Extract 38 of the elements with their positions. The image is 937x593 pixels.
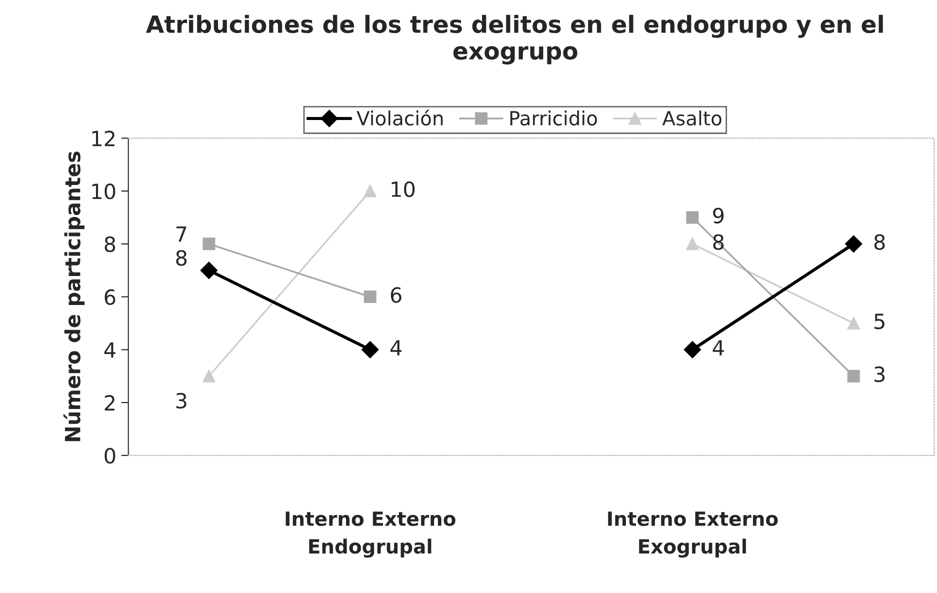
y-tick-label: 4 xyxy=(104,342,116,358)
data-label: 3 xyxy=(176,392,186,409)
data-label: 3 xyxy=(874,366,885,382)
y-tick-label: 0 xyxy=(104,448,116,464)
point xyxy=(200,262,218,279)
y-tick-label: 6 xyxy=(104,289,116,306)
data-label: 8 xyxy=(713,234,724,250)
y-tick-label: 2 xyxy=(104,395,114,410)
data-label: 10 xyxy=(392,181,415,198)
point xyxy=(845,235,862,252)
data-label: 4 xyxy=(712,340,724,356)
point xyxy=(202,370,216,382)
y-tick-label: 8 xyxy=(104,236,116,252)
y-tick-label: 10 xyxy=(92,184,116,200)
point xyxy=(684,341,701,358)
point xyxy=(364,184,376,198)
point xyxy=(847,316,860,330)
point xyxy=(686,238,699,250)
data-label: 8 xyxy=(176,250,187,266)
point xyxy=(202,238,216,250)
point xyxy=(362,341,379,358)
x-tick-label: Interno Externo Endogrupal xyxy=(286,512,456,558)
legend-label: Asalto xyxy=(662,110,722,126)
legend-label: Parricidio xyxy=(510,110,597,126)
point xyxy=(364,290,376,304)
y-axis-title: Número de participantes xyxy=(64,152,84,442)
x-tick-label: Interno Externo Exogrupal xyxy=(608,512,778,558)
data-label: 8 xyxy=(874,234,885,250)
point xyxy=(847,370,860,382)
data-label: 4 xyxy=(390,340,402,356)
data-label: 9 xyxy=(713,208,724,224)
chart-title: Atribuciones de los tres delitos en el endogrupo y en el exogrupo xyxy=(146,14,883,64)
legend-label: Violación xyxy=(356,110,443,126)
point xyxy=(686,211,699,224)
y-tick-label: 12 xyxy=(92,130,114,146)
data-label: 5 xyxy=(874,314,884,330)
data-label: 7 xyxy=(176,226,186,242)
data-label: 6 xyxy=(390,287,402,303)
